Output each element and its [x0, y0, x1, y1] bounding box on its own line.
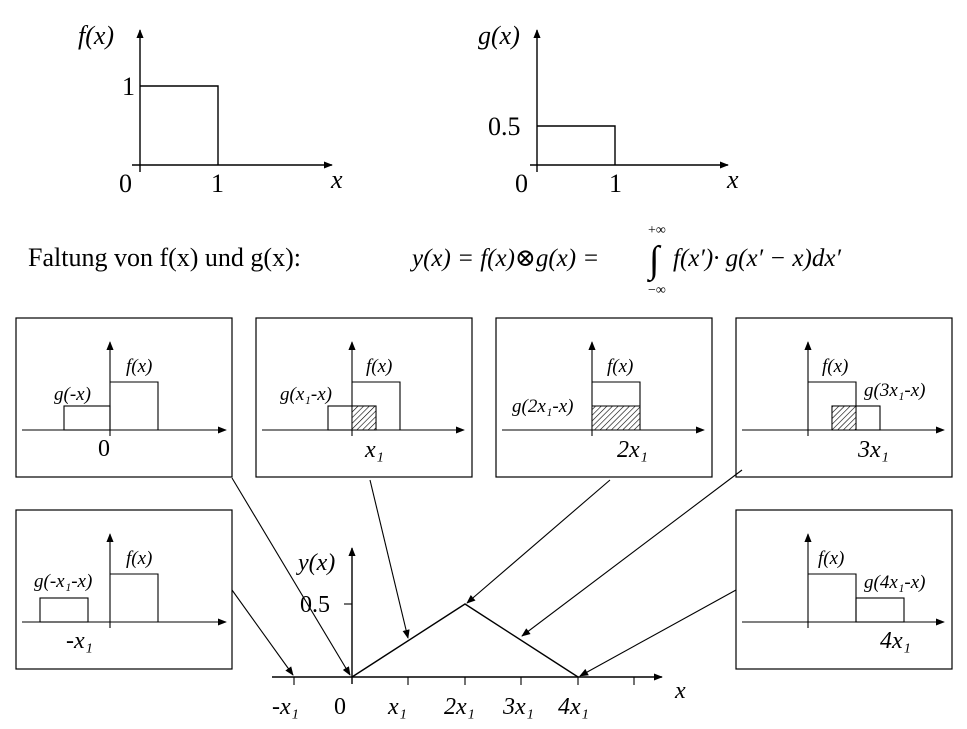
panel-shift-0: f(x) g(-x) 0 — [15, 317, 233, 478]
panel-shift-4: f(x) g(4x₁-x) 4x₁ — [735, 509, 953, 670]
arrow-panel-4 — [579, 589, 737, 677]
panel-g-label: g(-x₁-x) — [34, 571, 92, 592]
result-triangle — [351, 603, 579, 678]
panel-f-rect — [110, 573, 159, 622]
panel-overlap — [831, 405, 857, 431]
formula-expr-left: y(x) = f(x)⊗g(x) = — [409, 245, 599, 272]
result-plot: y(x) 0.5 x -x₁ 0 x₁ 2x₁ 3x₁ 4x₁ — [272, 547, 686, 720]
result-xtick-1: x₁ — [387, 694, 407, 720]
result-xlabel: x — [674, 678, 686, 704]
integral-lower: −∞ — [648, 283, 666, 298]
panel-f-label: f(x) — [126, 548, 152, 569]
panel-frame — [15, 509, 233, 670]
formula-integrand: f(x′)· g(x′ − x)dx′ — [673, 245, 841, 272]
top-f-rect — [140, 85, 219, 165]
integral-sign-icon: ∫ — [647, 239, 662, 283]
panel-g-rect — [63, 405, 111, 431]
panel-x-label: -x₁ — [66, 628, 93, 654]
result-xtick-marks — [293, 677, 635, 685]
panel-g-label: g(4x₁-x) — [864, 572, 925, 593]
panel-shift-2: f(x) g(2x₁-x) 2x₁ — [495, 317, 713, 478]
panel-f-rect — [110, 381, 159, 430]
formula-lead: Faltung von f(x) und g(x): — [28, 243, 301, 272]
top-f-xlabel: x — [330, 165, 343, 194]
integral-upper: +∞ — [648, 223, 666, 238]
top-f-xtick-0: 0 — [119, 169, 132, 198]
panel-x-label: x₁ — [364, 437, 384, 463]
result-ytick: 0.5 — [300, 592, 330, 618]
panel-overlap — [351, 405, 377, 431]
panel-g-rect — [855, 597, 905, 623]
arrow-panel-0 — [231, 477, 351, 676]
panel-g-rect — [39, 597, 89, 623]
panel-f-label: f(x) — [818, 548, 844, 569]
result-xtick-3: 3x₁ — [502, 694, 534, 720]
arrow-panel-1 — [369, 479, 410, 639]
panel-x-label: 3x₁ — [857, 437, 889, 463]
panel-shift-3: f(x) g(3x₁-x) 3x₁ — [735, 317, 953, 478]
panel-frame — [255, 317, 473, 478]
panel-f-label: f(x) — [126, 356, 152, 377]
panel-frame — [495, 317, 713, 478]
top-g-ytick: 0.5 — [488, 112, 521, 141]
panel-shift-1: f(x) g(x₁-x) x₁ — [255, 317, 473, 478]
panel-g-label: g(x₁-x) — [280, 384, 332, 405]
panel-g-label: g(2x₁-x) — [512, 396, 573, 417]
panel-f-label: f(x) — [366, 356, 392, 377]
top-g-xlabel: x — [726, 165, 739, 194]
result-xtick-2: 2x₁ — [444, 694, 475, 720]
panel-x-label: 2x₁ — [617, 437, 648, 463]
top-f-ytick: 1 — [122, 72, 135, 101]
top-f-ylabel: f(x) — [78, 21, 114, 50]
top-g-rect — [537, 125, 616, 165]
panel-x-label: 4x₁ — [880, 628, 911, 654]
top-f-xtick-1: 1 — [211, 169, 224, 198]
panel-frame — [735, 509, 953, 670]
panel-g-label: g(3x₁-x) — [864, 380, 925, 401]
arrow-panel-2 — [466, 479, 611, 604]
formula: Faltung von f(x) und g(x): y(x) = f(x)⊗g… — [28, 223, 841, 298]
top-g-plot: g(x) 0.5 0 1 x — [478, 21, 739, 198]
top-g-ylabel: g(x) — [478, 21, 520, 50]
panel-x-label: 0 — [98, 436, 110, 462]
panel-frame — [15, 317, 233, 478]
panel-overlap — [591, 405, 641, 431]
result-xtick-neg1: -x₁ — [272, 694, 299, 720]
arrow-panel-3 — [521, 469, 743, 637]
result-xtick-4: 4x₁ — [558, 694, 589, 720]
panel-f-rect — [352, 381, 401, 430]
top-g-xtick-1: 1 — [609, 169, 622, 198]
panel-shift-neg1: f(x) g(-x₁-x) -x₁ — [15, 509, 233, 670]
panel-f-label: f(x) — [607, 356, 633, 377]
arrow-panel-neg1 — [231, 589, 294, 676]
top-f-plot: f(x) 1 0 1 x — [78, 21, 343, 198]
top-g-xtick-0: 0 — [515, 169, 528, 198]
panel-f-label: f(x) — [822, 356, 848, 377]
result-ylabel: y(x) — [296, 550, 335, 576]
result-xtick-0: 0 — [334, 694, 346, 720]
connector-arrows — [231, 469, 743, 677]
panel-frame — [735, 317, 953, 478]
panel-g-label: g(-x) — [54, 384, 91, 405]
